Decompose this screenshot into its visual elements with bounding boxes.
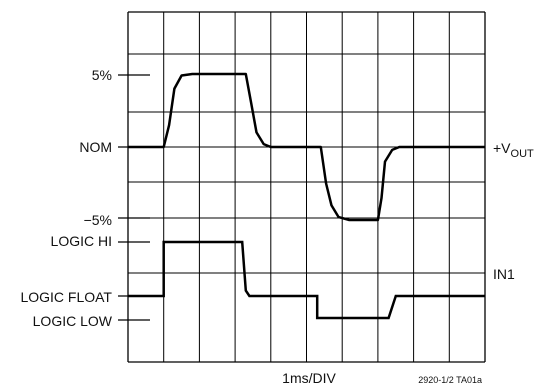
- ytick-label-logic-float: LOGIC FLOAT: [20, 289, 112, 305]
- vout-trace: [128, 72, 485, 222]
- x-axis-label: 1ms/DIV: [282, 370, 336, 386]
- series-label-vout: +VOUT: [493, 140, 534, 160]
- series-label-vout-sub: OUT: [511, 148, 535, 160]
- ytick-label-logic-low: LOGIC LOW: [33, 313, 113, 329]
- grid: [127, 11, 486, 363]
- series-label-vout-main: +V: [493, 140, 511, 156]
- ytick-label-nom: NOM: [79, 139, 112, 155]
- ytick-label-logic-hi: LOGIC HI: [51, 233, 112, 249]
- ytick-label-minus5: −5%: [84, 212, 112, 228]
- ytick-marks: [118, 74, 150, 321]
- figure-id: 2920-1/2 TA01a: [418, 375, 482, 385]
- in1-trace: [128, 240, 485, 320]
- series-label-in1: IN1: [493, 266, 515, 282]
- ytick-label-plus5: 5%: [92, 67, 112, 83]
